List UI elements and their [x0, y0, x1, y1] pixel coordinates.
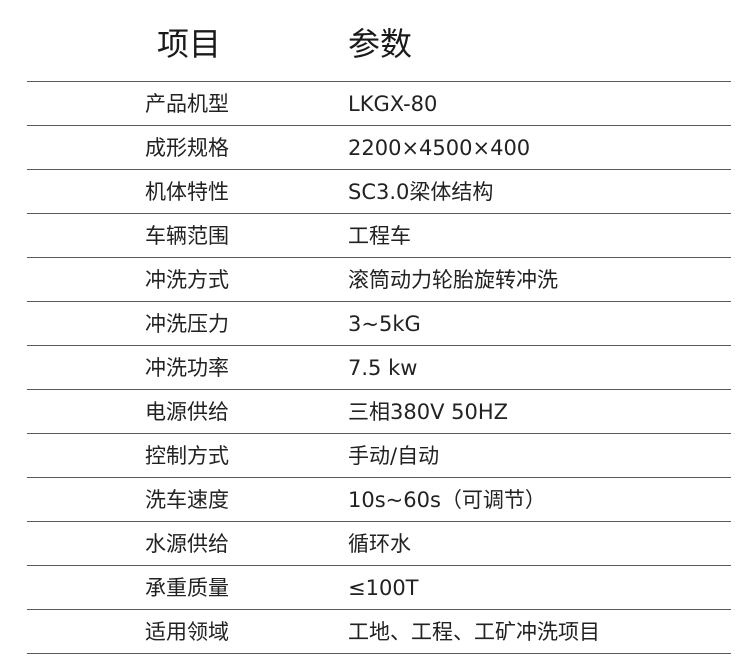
row-divider — [27, 169, 731, 170]
row-divider — [27, 345, 731, 346]
row-label: 冲洗方式 — [145, 268, 229, 292]
row-divider — [27, 521, 731, 522]
row-label: 成形规格 — [145, 136, 229, 160]
row-value: 10s~60s（可调节） — [348, 488, 546, 512]
row-value: 滚筒动力轮胎旋转冲洗 — [348, 268, 558, 292]
row-value: SC3.0梁体结构 — [348, 180, 494, 204]
row-divider — [27, 81, 731, 82]
row-divider — [27, 433, 731, 434]
row-value: 7.5 kw — [348, 356, 418, 380]
row-divider — [27, 389, 731, 390]
header-param: 参数 — [348, 25, 413, 63]
row-divider — [27, 653, 731, 654]
row-divider — [27, 213, 731, 214]
row-label: 机体特性 — [145, 180, 229, 204]
row-divider — [27, 477, 731, 478]
row-value: 3~5kG — [348, 312, 421, 336]
row-value: 循环水 — [348, 532, 411, 556]
row-divider — [27, 609, 731, 610]
row-label: 控制方式 — [145, 444, 229, 468]
row-value: 三相380V 50HZ — [348, 400, 509, 424]
header-item: 项目 — [157, 25, 222, 63]
row-value: 2200×4500×400 — [348, 136, 531, 160]
row-label: 洗车速度 — [145, 488, 229, 512]
row-divider — [27, 301, 731, 302]
row-value: 工程车 — [348, 224, 411, 248]
row-label: 车辆范围 — [145, 224, 229, 248]
row-label: 冲洗压力 — [145, 312, 229, 336]
row-label: 承重质量 — [145, 576, 229, 600]
row-value: ≤100T — [348, 576, 419, 600]
row-label: 适用领域 — [145, 620, 229, 644]
row-divider — [27, 565, 731, 566]
row-value: 手动/自动 — [348, 444, 440, 468]
row-divider — [27, 125, 731, 126]
row-label: 电源供给 — [145, 400, 229, 424]
row-divider — [27, 257, 731, 258]
row-value: 工地、工程、工矿冲洗项目 — [348, 620, 600, 644]
row-label: 冲洗功率 — [145, 356, 229, 380]
row-label: 水源供给 — [145, 532, 229, 556]
row-label: 产品机型 — [145, 92, 229, 116]
row-value: LKGX-80 — [348, 92, 438, 116]
